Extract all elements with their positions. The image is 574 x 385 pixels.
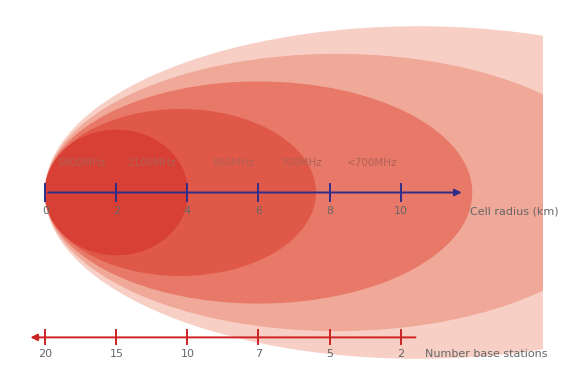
Text: 20: 20 <box>38 350 52 360</box>
Text: 700MHz: 700MHz <box>280 158 322 168</box>
Text: Number base stations: Number base stations <box>425 350 548 360</box>
Text: 2: 2 <box>397 350 404 360</box>
Text: Cell radius (km): Cell radius (km) <box>470 206 559 216</box>
Text: <700MHz: <700MHz <box>347 158 397 168</box>
Text: 4: 4 <box>184 206 191 216</box>
Ellipse shape <box>45 131 188 254</box>
Text: 0: 0 <box>42 206 49 216</box>
Text: 5: 5 <box>326 350 333 360</box>
Ellipse shape <box>45 55 574 330</box>
Ellipse shape <box>45 27 574 358</box>
Text: 7: 7 <box>255 350 262 360</box>
Text: 850MHz: 850MHz <box>213 158 254 168</box>
Text: 6: 6 <box>255 206 262 216</box>
Ellipse shape <box>45 110 315 275</box>
Ellipse shape <box>45 82 472 303</box>
Text: 2100MHz: 2100MHz <box>128 158 176 168</box>
Text: 8: 8 <box>326 206 333 216</box>
Text: 10: 10 <box>180 350 195 360</box>
Text: 5800MHz: 5800MHz <box>57 158 105 168</box>
Text: 15: 15 <box>110 350 123 360</box>
Text: 10: 10 <box>394 206 408 216</box>
Text: 2: 2 <box>113 206 120 216</box>
